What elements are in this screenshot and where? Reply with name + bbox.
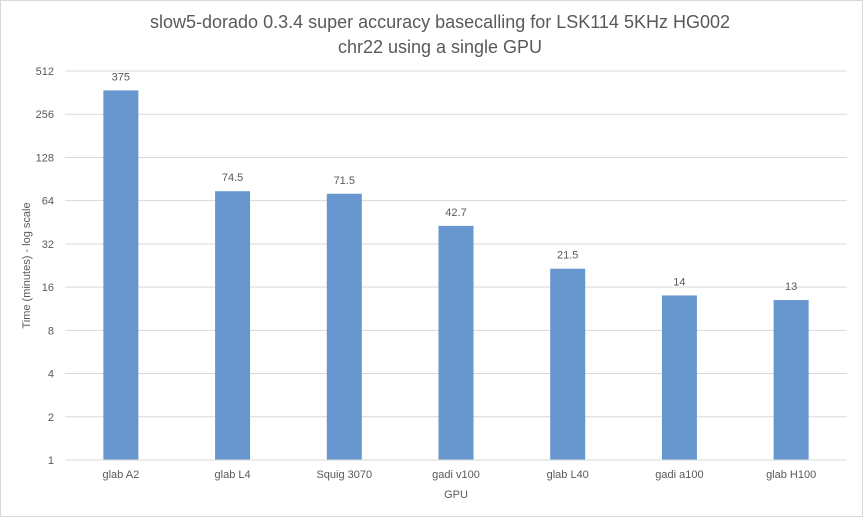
x-tick-label: gadi v100: [432, 469, 480, 481]
x-tick-label: glab L40: [547, 469, 589, 481]
y-axis-ticks: 1 2 4 8 16 32 64 128 256 512: [36, 66, 54, 467]
x-tick-label: glab L4: [215, 469, 251, 481]
data-label: 21.5: [557, 250, 578, 262]
y-tick-label: 512: [36, 66, 54, 78]
y-axis-title: Time (minutes) - log scale: [21, 202, 33, 328]
data-labels: 375 74.5 71.5 42.7 21.5 14 13: [112, 71, 798, 293]
x-tick-label: gadi a100: [655, 469, 703, 481]
y-tick-label: 64: [42, 196, 54, 208]
y-tick-label: 2: [48, 412, 54, 424]
x-tick-label: glab A2: [103, 469, 140, 481]
data-label: 14: [673, 276, 685, 288]
x-axis-ticks: glab A2 glab L4 Squig 3070 gadi v100 glab L4…: [103, 469, 817, 481]
y-tick-label: 256: [36, 109, 54, 121]
bar: [326, 193, 362, 461]
x-tick-label: Squig 3070: [316, 469, 372, 481]
x-tick-label: glab H100: [766, 469, 816, 481]
bar: [773, 300, 809, 460]
data-label: 13: [785, 281, 797, 293]
y-tick-label: 1: [48, 455, 54, 467]
y-tick-label: 16: [42, 282, 54, 294]
bar: [103, 90, 139, 460]
x-axis-title: GPU: [444, 489, 468, 501]
y-tick-label: 32: [42, 239, 54, 251]
data-label: 375: [112, 71, 130, 83]
y-tick-label: 4: [48, 369, 54, 381]
data-label: 42.7: [445, 207, 466, 219]
y-tick-label: 128: [36, 152, 54, 164]
chart-title: slow5-dorado 0.3.4 super accuracy baseca…: [150, 12, 730, 57]
bar: [438, 225, 474, 460]
bar: [661, 295, 697, 460]
y-tick-label: 8: [48, 325, 54, 337]
data-label: 71.5: [334, 175, 355, 187]
bars: [103, 90, 809, 461]
bar: [550, 268, 586, 460]
bar: [215, 191, 251, 460]
data-label: 74.5: [222, 172, 243, 184]
